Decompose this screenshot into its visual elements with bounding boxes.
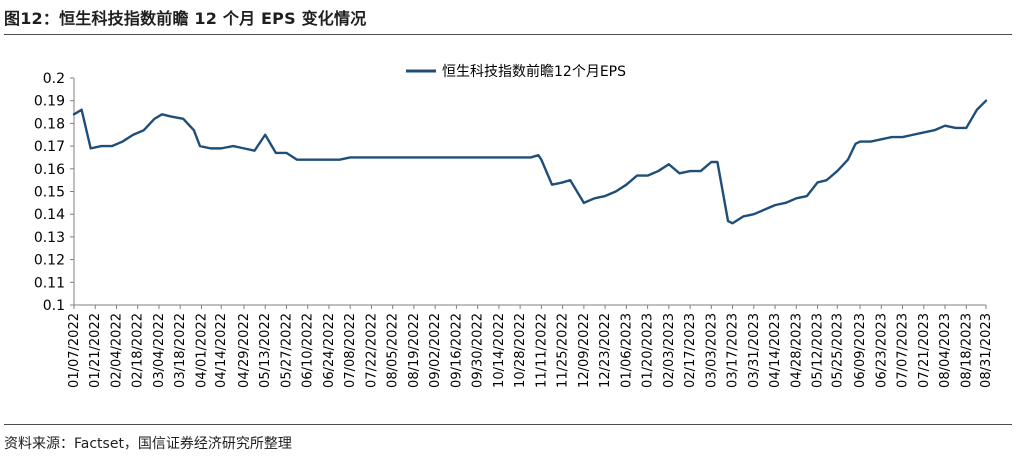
x-tick-label: 12/09/2022 [577,313,592,388]
x-tick-label: 02/18/2022 [131,313,146,388]
x-tick-label: 07/07/2023 [896,313,911,388]
x-tick-label: 04/28/2023 [789,313,804,388]
x-tick-label: 01/07/2022 [67,313,82,388]
y-tick-label: 0.13 [34,230,65,246]
x-tick-label: 02/17/2023 [683,313,698,388]
x-tick-label: 03/18/2022 [173,313,188,388]
x-tick-label: 11/25/2022 [556,313,571,388]
x-tick-label: 09/16/2022 [449,313,464,388]
y-tick-label: 0.18 [34,116,65,132]
x-tick-label: 05/27/2022 [279,313,294,388]
x-tick-label: 11/11/2022 [534,313,549,388]
x-tick-label: 01/20/2023 [641,313,656,388]
x-tick-label: 10/28/2022 [513,313,528,388]
x-tick-label: 01/21/2022 [88,313,103,388]
y-tick-label: 0.12 [34,253,65,269]
x-tick-label: 04/14/2023 [768,313,783,388]
x-tick-label: 03/04/2022 [152,313,167,388]
legend-label: 恒生科技指数前瞻12个月EPS [442,63,626,80]
x-tick-label: 07/08/2022 [343,313,358,388]
y-tick-label: 0.17 [34,139,65,155]
x-tick-label: 03/17/2023 [726,313,741,388]
x-tick-label: 04/01/2022 [194,313,209,388]
x-tick-label: 06/09/2023 [853,313,868,388]
x-tick-label: 08/31/2023 [979,313,994,388]
chart-axes [73,78,986,306]
figure-title: 图12：恒生科技指数前瞻 12 个月 EPS 变化情况 [4,9,367,28]
series-line-0 [72,99,988,225]
x-tick-label: 10/14/2022 [492,313,507,388]
y-axis-ticks: 0.2 0.19 0.18 0.17 0.16 0.15 0.14 0.13 0.12 0.11 0… [34,71,74,314]
y-tick-label: 0.11 [34,275,65,291]
x-tick-label: 05/25/2023 [830,313,845,388]
x-axis-ticks: 01/07/2022 01/21/2022 02/04/2022 02/18/2022… [67,305,994,388]
x-tick-label: 03/03/2023 [704,313,719,388]
x-tick-label: 02/04/2022 [109,313,124,388]
y-tick-label: 0.19 [34,94,65,110]
x-tick-label: 03/31/2023 [747,313,762,388]
x-tick-label: 08/04/2023 [938,313,953,388]
x-tick-label: 08/05/2022 [386,313,401,388]
y-tick-label: 0.14 [34,207,65,223]
x-tick-label: 08/19/2022 [407,313,422,388]
y-tick-label: 0.15 [34,185,65,201]
x-tick-label: 06/24/2022 [322,313,337,388]
x-tick-label: 04/29/2022 [237,313,252,388]
x-tick-label: 07/22/2022 [364,313,379,388]
y-tick-label: 0.1 [43,298,65,314]
x-tick-label: 02/03/2023 [662,313,677,388]
x-tick-label: 09/02/2022 [428,313,443,388]
x-tick-label: 01/06/2023 [619,313,634,388]
x-tick-label: 05/12/2023 [811,313,826,388]
x-tick-label: 07/21/2023 [917,313,932,388]
x-tick-label: 06/10/2022 [301,313,316,388]
source-divider [4,424,1012,425]
source-note: 资料来源：Factset，国信证券经济研究所整理 [4,436,292,452]
legend: 恒生科技指数前瞻12个月EPS [406,63,626,80]
x-tick-label: 09/30/2022 [471,313,486,388]
y-tick-label: 0.2 [43,71,65,87]
x-tick-label: 05/13/2022 [258,313,273,388]
x-tick-label: 04/14/2022 [214,313,229,388]
series-lines [72,99,988,225]
eps-line-chart: 0.20.190.180.170.160.150.140.130.120.110… [34,63,994,388]
x-tick-label: 08/18/2023 [959,313,974,388]
x-tick-label: 12/23/2022 [598,313,613,388]
title-divider [4,34,1012,35]
x-tick-label: 06/23/2023 [874,313,889,388]
y-tick-label: 0.16 [34,162,65,178]
